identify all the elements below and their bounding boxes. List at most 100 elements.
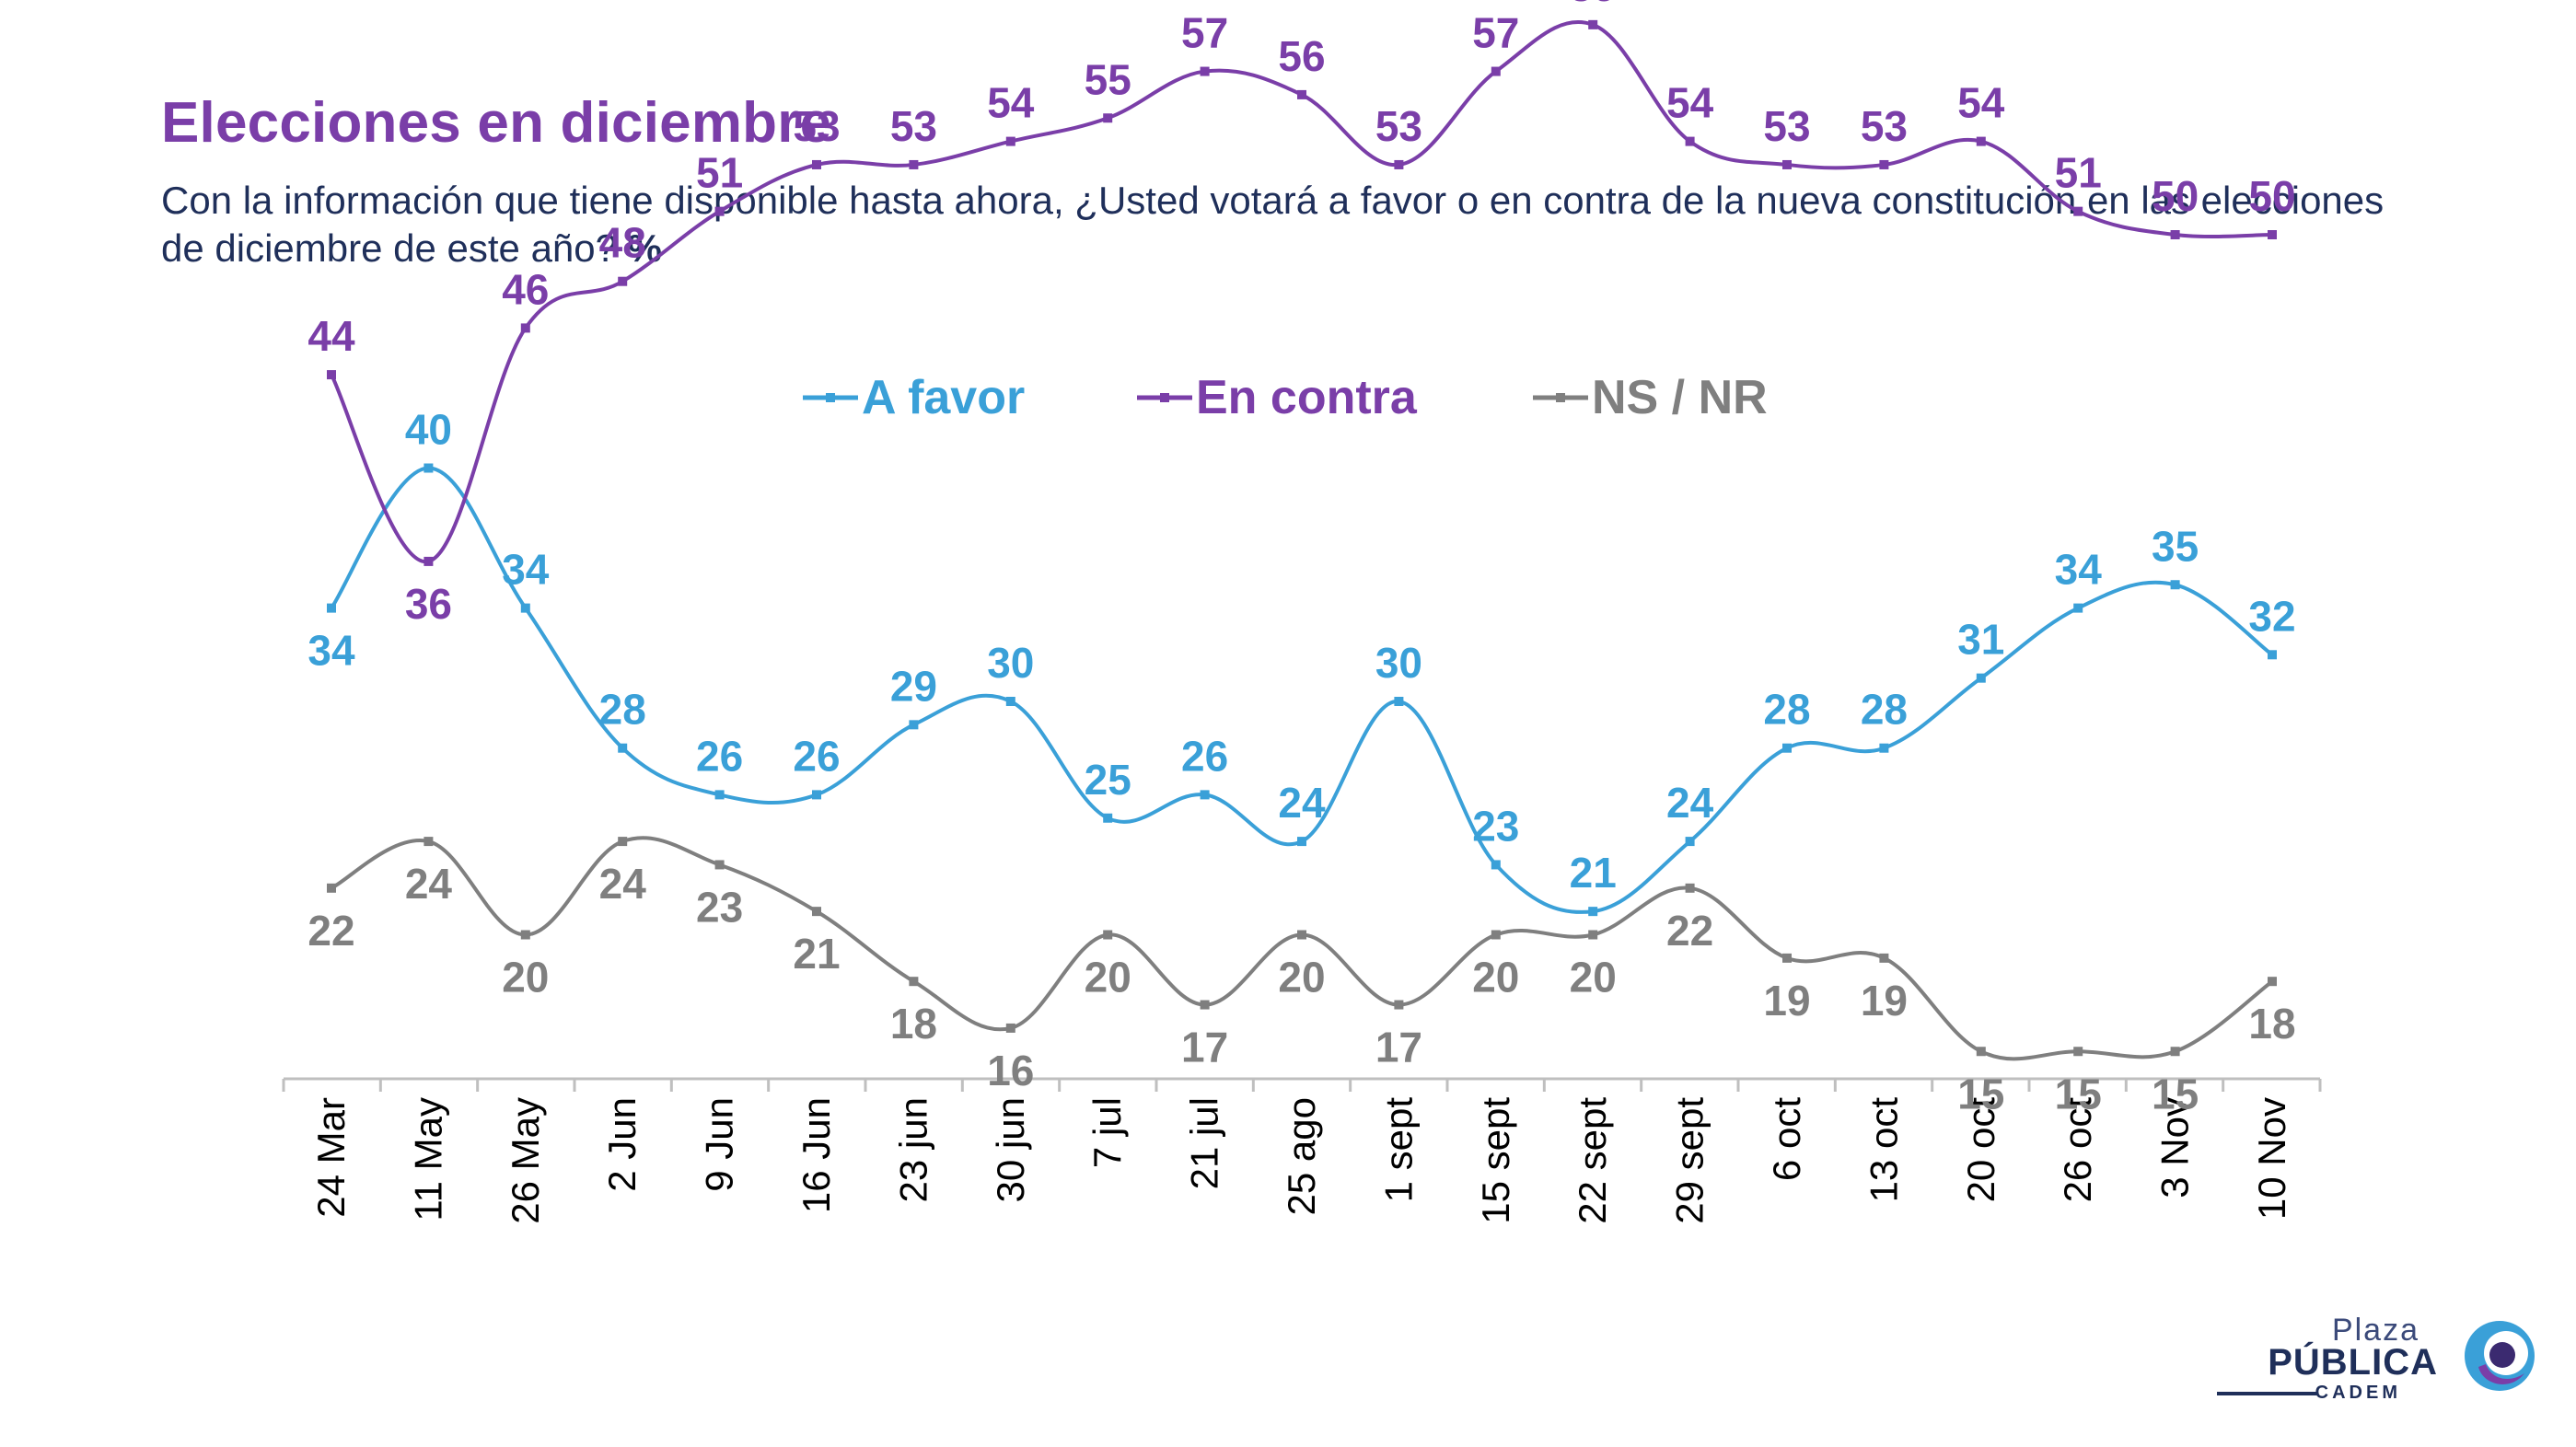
x-tick-label: 13 oct [1862,1097,1905,1203]
data-label: 15 [1957,1070,2004,1117]
data-point [1297,930,1306,940]
x-axis: 24 Mar 11 May 26 May 2 Jun 9 Jun 16 Jun 23 jun… [282,1077,2322,1224]
data-point [1394,159,1404,169]
data-point [909,720,919,730]
data-label: 54 [1957,79,2005,127]
data-point [1005,136,1015,146]
data-point [424,837,434,847]
data-label: 51 [2055,149,2102,197]
data-label: 48 [599,219,646,267]
data-label: 29 [890,662,937,710]
data-label: 28 [1763,686,1810,734]
data-point [714,860,725,870]
data-point [1782,953,1792,963]
data-point [1685,837,1695,847]
data-point [1103,113,1113,123]
data-point [1588,19,1598,29]
data-point [327,883,336,893]
data-label: 15 [2055,1070,2102,1117]
data-label: 53 [793,102,840,150]
data-point [1588,930,1598,940]
data-point [1200,66,1210,76]
data-point [1297,837,1306,847]
x-tick-label: 22 sept [1571,1097,1614,1224]
data-point [1491,930,1501,940]
data-label: 24 [405,860,453,908]
x-tick-label: 26 May [504,1097,547,1224]
data-label: 26 [696,732,743,780]
data-point [520,323,530,333]
data-point [327,603,336,613]
logo-text-plaza: Plaza [2331,1313,2419,1348]
data-point [1782,159,1792,169]
data-point [1005,697,1015,706]
x-tick-label: 2 Jun [600,1097,644,1192]
data-label: 54 [987,79,1035,127]
data-label: 20 [1472,954,1519,1001]
data-point [2073,1047,2083,1057]
data-label: 34 [502,546,550,594]
x-tick-label: 15 sept [1474,1097,1517,1224]
data-label: 15 [2152,1070,2199,1117]
data-label: 34 [2055,546,2103,594]
data-label: 20 [502,954,549,1001]
data-label: 22 [1666,907,1713,955]
data-point [1103,813,1113,823]
data-label: 20 [1085,954,1131,1001]
data-label: 55 [1085,55,1131,103]
page-subtitle: Con la información que tiene disponible … [161,177,2389,272]
data-point [1005,1023,1015,1033]
data-label: 51 [696,149,743,197]
x-tick-label: 23 jun [891,1097,934,1202]
legend-label: En contra [1196,371,1418,424]
chart-legend: A favor En contra NS / NR [803,371,1768,424]
data-point [2268,977,2277,987]
data-point [2268,230,2277,239]
data-label: 32 [2248,592,2295,640]
data-label: 23 [696,883,743,931]
data-label: 46 [502,265,549,313]
data-label: 20 [1570,954,1617,1001]
data-label: 24 [1666,779,1714,827]
data-label: 53 [1375,102,1422,150]
x-tick-label: 9 Jun [698,1097,741,1192]
data-point [1491,860,1501,870]
series-line-1 [330,19,2273,563]
data-point [909,159,919,169]
data-point [1200,790,1210,800]
data-label: 53 [1861,102,1908,150]
x-tick-label: 3 Nov [2153,1097,2197,1198]
x-tick-label: 7 jul [1085,1097,1129,1168]
data-point [909,977,919,987]
data-label: 59 [1570,0,1617,10]
data-point [2073,206,2083,216]
data-label: 24 [1278,779,1326,827]
x-tick-label: 16 Jun [795,1097,838,1213]
x-tick-label: 11 May [406,1097,449,1221]
data-label: 26 [793,732,840,780]
data-point [424,463,434,473]
data-point [812,159,821,169]
x-tick-label: 29 sept [1668,1097,1712,1224]
data-point [1782,743,1792,753]
data-label: 56 [1278,32,1325,80]
data-point [812,790,821,800]
data-label: 18 [890,1000,937,1048]
x-tick-label: 30 jun [989,1097,1032,1202]
data-label: 16 [987,1047,1034,1094]
data-label: 21 [793,930,840,978]
logo-text-publica: PÚBLICA [2268,1342,2438,1383]
x-tick-label: 20 oct [1959,1097,2002,1203]
subtitle-question: Con la información que tiene disponible … [161,179,2385,270]
data-label: 24 [599,860,647,908]
data-point [1297,89,1306,99]
data-point [1394,697,1404,706]
x-tick-label: 10 Nov [2250,1097,2293,1220]
data-label: 30 [987,639,1034,687]
legend-marker [1556,393,1565,402]
x-tick-label: 24 Mar [309,1097,353,1218]
x-tick-label: 25 ago [1280,1097,1323,1215]
data-point [1879,743,1889,753]
subtitle-unit: % [627,226,663,270]
x-tick-label: 1 sept [1376,1097,1420,1203]
